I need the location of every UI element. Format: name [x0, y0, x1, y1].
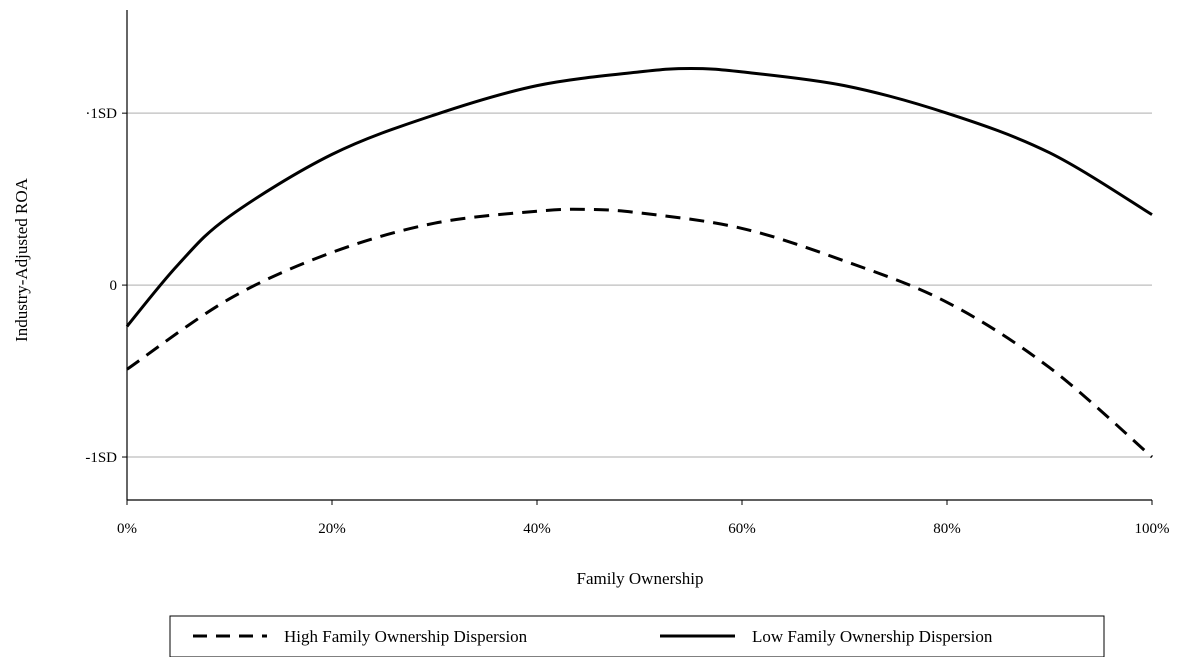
- axes: [122, 10, 1153, 505]
- y-tick-label-0: ·1SD: [85, 106, 117, 122]
- tick-labels: ·1SD 0 -1SD 0% 20% 40% 60% 80% 100%: [85, 106, 1169, 537]
- grid-lines: [127, 112, 1152, 458]
- y-tick-label-1: 0: [110, 278, 118, 294]
- x-tick-label-5: 100%: [1135, 521, 1170, 537]
- legend: High Family Ownership Dispersion Low Fam…: [169, 615, 1105, 657]
- legend-label-high: High Family Ownership Dispersion: [284, 627, 528, 646]
- x-tick-label-1: 20%: [318, 521, 346, 537]
- series-line-high-dispersion: [126, 207, 1153, 459]
- x-axis-title: Family Ownership: [576, 569, 703, 588]
- x-tick-label-3: 60%: [728, 521, 756, 537]
- legend-box: [169, 615, 1105, 657]
- series-line-low-dispersion: [125, 66, 1153, 328]
- series-lines: [125, 66, 1153, 459]
- x-tick-label-4: 80%: [933, 521, 961, 537]
- x-tick-label-0: 0%: [117, 521, 137, 537]
- y-tick-label-2: -1SD: [85, 450, 117, 466]
- legend-label-low: Low Family Ownership Dispersion: [752, 627, 993, 646]
- y-axis-title: Industry-Adjusted ROA: [12, 177, 31, 342]
- x-tick-label-2: 40%: [523, 521, 551, 537]
